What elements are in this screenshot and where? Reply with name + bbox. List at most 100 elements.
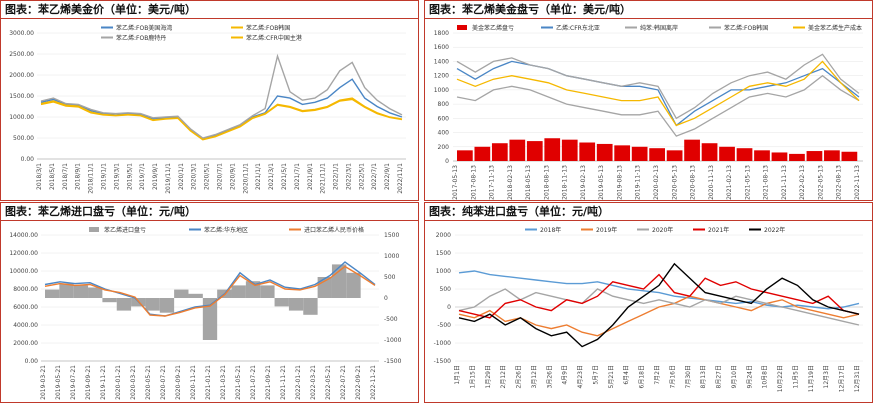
x-tick-label: 2022-11-13 [854, 165, 861, 200]
margin-bar [303, 298, 318, 315]
legend-swatch [89, 227, 99, 232]
x-tick-label: 2020-07-21 [160, 365, 167, 400]
x-tick-label: 2021-05-21 [235, 365, 242, 400]
x-tick-label: 11月5日 [792, 365, 799, 388]
x-tick-label: 2021-09-21 [265, 365, 272, 400]
x-tick-label: 6月4日 [623, 365, 630, 385]
x-tick-label: 2022-02-13 [799, 165, 806, 200]
legend-label: 2018年 [540, 226, 561, 234]
chart-styrene-import-margin: 14000.0012000.0010000.008000.006000.0040… [9, 226, 401, 400]
x-tick-label: 2021/9/1 [307, 163, 314, 190]
x-tick-label: 2020/9/1 [229, 163, 236, 190]
y-tick-label: 14000.00 [9, 232, 38, 239]
y-tick-label: 8000.00 [13, 286, 38, 293]
y-tick-label: -1000 [434, 340, 452, 347]
y-tick-label: 800 [438, 101, 450, 108]
margin-bar [526, 141, 543, 161]
y-tick-label: 10000.00 [9, 268, 38, 275]
series-line [456, 60, 860, 127]
legend-label: 苯乙烯:FOB韩国 [724, 24, 768, 32]
margin-bar [614, 145, 631, 161]
x-tick-label: 2020-11-13 [708, 165, 715, 200]
x-tick-label: 2018-05-13 [525, 165, 532, 200]
series-line [40, 78, 403, 140]
series-line [456, 60, 860, 127]
x-tick-label: 2019/9/1 [152, 163, 159, 190]
x-tick-label: 2021-07-21 [250, 365, 257, 400]
x-tick-label: 2019/11/1 [165, 163, 172, 194]
legend-label: 纯苯:韩国离岸 [640, 24, 678, 32]
title-divider [1, 18, 418, 19]
margin-bar [544, 138, 561, 161]
x-tick-label: 2022-03-21 [310, 365, 317, 400]
x-tick-label: 1月1日 [454, 365, 461, 385]
margin-bar [116, 298, 132, 311]
chart-styrene-usd-margin: 1800 1600 1400 1200 1000 800 600 400 200 02017-05… [434, 24, 863, 200]
series-line [458, 262, 860, 348]
x-tick-label: 2022-07-21 [340, 365, 347, 400]
margin-bar [579, 142, 596, 161]
x-tick-label: 2019-02-13 [580, 165, 587, 200]
y-tick-label: 1600 [434, 44, 449, 51]
margin-bar [806, 151, 823, 161]
y-tick-label: 1000.00 [9, 114, 34, 121]
y-tick-label: 1800 [434, 30, 449, 37]
y-tick-label: 1000 [436, 268, 451, 275]
x-tick-label: 7月16日 [669, 365, 676, 388]
margin-bar [145, 298, 160, 311]
x-tick-label: 2022-08-13 [836, 165, 843, 200]
x-tick-label: 2018/9/1 [75, 163, 82, 190]
x-tick-label: 11月19日 [808, 365, 815, 392]
x-tick-label: 1月29日 [485, 365, 492, 388]
x-tick-label: 2021-01-21 [205, 365, 212, 400]
legend-label: 进口苯乙烯人民币价格 [304, 226, 364, 234]
x-tick-label: 2022/11/1 [397, 163, 404, 194]
series-line [44, 261, 376, 317]
x-tick-label: 2022/9/1 [384, 163, 391, 190]
legend-label: 2019年 [596, 226, 617, 234]
x-tick-label: 10月8日 [762, 365, 769, 388]
x-tick-label: 2019/3/1 [113, 163, 120, 190]
margin-bar [824, 150, 840, 161]
x-tick-label: 2020/7/1 [217, 163, 224, 190]
series-line [40, 53, 403, 139]
legend-label: 苯乙烯:CFR中国主港 [246, 34, 302, 42]
margin-bar [631, 146, 648, 161]
x-tick-label: 2021/1/1 [255, 163, 262, 190]
x-tick-label: 2019-05-13 [598, 165, 605, 200]
title-divider [425, 18, 872, 19]
margin-bar [771, 152, 788, 161]
x-tick-label: 2022-09-21 [355, 365, 362, 400]
panel-title: 图表：苯乙烯美金盘亏（单位：美元/吨） [429, 3, 632, 16]
series-line [44, 265, 376, 317]
margin-bar [789, 153, 805, 161]
margin-bar [274, 298, 289, 307]
y-tick-label: 600 [438, 115, 450, 122]
x-tick-label: 2020/1/1 [178, 163, 185, 190]
x-tick-label: 1月15日 [469, 365, 476, 388]
x-tick-label: 2021-05-13 [744, 165, 751, 200]
y-tick-label: -1500 [434, 358, 452, 365]
x-tick-label: 2022/1/1 [333, 163, 340, 190]
margin-bar [331, 264, 347, 298]
panel-title: 图表：纯苯进口盘亏（单位：元/吨） [429, 205, 610, 218]
x-tick-label: 2021-11-21 [280, 365, 287, 400]
series-line [40, 97, 403, 141]
x-tick-label: 2017-08-13 [470, 165, 477, 200]
series-line [458, 295, 860, 337]
x-tick-label: 2018/3/1 [36, 163, 43, 190]
x-tick-label: 8月13日 [700, 365, 707, 388]
x-tick-label: 2020/5/1 [204, 163, 211, 190]
x-tick-label: 12月3日 [823, 365, 830, 388]
margin-bar [202, 298, 218, 340]
x-tick-label: 12月17日 [839, 365, 846, 392]
y-tick-label: 3000.00 [9, 30, 34, 37]
y-tick-label: 0 [445, 158, 449, 165]
margin-bar [188, 293, 203, 298]
title-divider [1, 220, 418, 221]
x-tick-label: 7月2日 [654, 365, 661, 385]
x-tick-label: 2017-05-13 [452, 165, 459, 200]
x-tick-label: 2022/5/1 [358, 163, 365, 190]
margin-bar [596, 143, 613, 161]
